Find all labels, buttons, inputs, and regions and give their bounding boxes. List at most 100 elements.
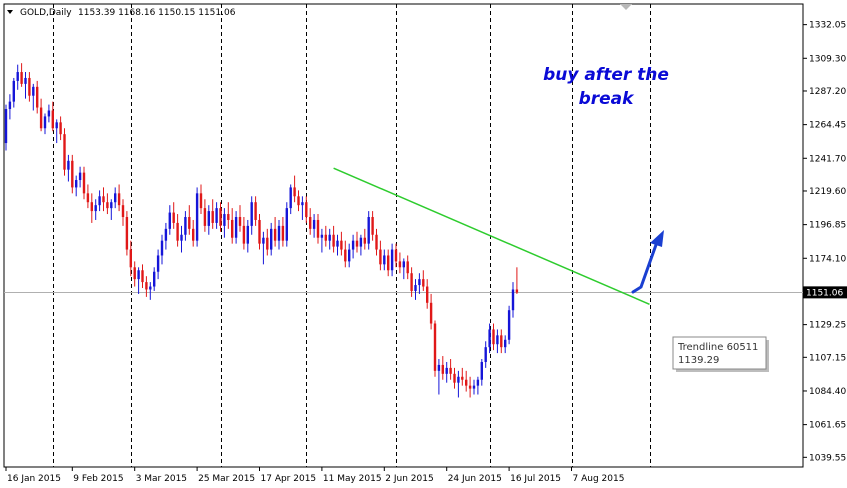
candle-body — [156, 255, 160, 272]
candle — [39, 98, 43, 132]
candle — [441, 356, 444, 380]
candle-body — [496, 335, 499, 345]
shift-marker-icon[interactable] — [620, 4, 632, 10]
candle-body — [375, 234, 378, 250]
current-price-tag: 1151.06 — [803, 286, 847, 299]
candle — [242, 217, 246, 250]
candle — [379, 240, 382, 271]
candle-body — [468, 385, 472, 389]
candle — [488, 323, 491, 354]
candle — [511, 282, 515, 318]
candle-body — [145, 282, 148, 290]
tooltip-value: 1139.29 — [678, 355, 719, 366]
candle — [363, 228, 366, 250]
y-tick-label: 1332.05 — [809, 21, 846, 31]
candle-body — [426, 286, 429, 303]
y-tick-label: 1264.45 — [809, 121, 846, 131]
candle — [289, 184, 292, 215]
candle-body — [4, 109, 8, 144]
x-tick-label: 11 May 2015 — [323, 474, 382, 484]
candle-body — [207, 211, 210, 226]
candle — [254, 196, 257, 226]
candle — [211, 199, 214, 229]
x-tick-label: 17 Apr 2015 — [261, 474, 317, 484]
candle-body — [114, 193, 117, 203]
candle-body — [121, 205, 125, 218]
candle — [149, 282, 152, 300]
candle — [199, 184, 203, 215]
candle — [51, 101, 54, 132]
candle-body — [219, 208, 222, 226]
breakout-arrow[interactable] — [631, 230, 664, 294]
candle — [496, 329, 499, 354]
candle — [262, 231, 265, 265]
candle-body — [336, 240, 339, 247]
candle-body — [98, 196, 101, 206]
candle — [94, 199, 97, 220]
annotation-text[interactable]: buy after the break — [543, 65, 669, 109]
candle-body — [59, 122, 62, 135]
tooltip-box — [672, 336, 767, 370]
candle-body — [199, 193, 203, 209]
annotation-line-2: break — [579, 89, 636, 109]
price-axis: 1332.05 1309.30 1287.20 1264.45 1241.70 1219.… — [803, 21, 846, 463]
candle-body — [164, 228, 168, 241]
x-tick-label: 25 Mar 2015 — [198, 474, 255, 484]
candle — [246, 219, 249, 253]
arrow-up-icon — [650, 230, 664, 247]
candle-body — [351, 240, 355, 250]
candle — [110, 199, 113, 220]
candle — [8, 94, 12, 120]
candle-body — [507, 310, 511, 340]
candle-body — [465, 379, 468, 386]
candle-body — [312, 219, 316, 229]
candle — [472, 379, 476, 395]
candle — [114, 187, 117, 209]
candle — [336, 234, 339, 256]
candle — [145, 276, 148, 297]
candle — [355, 231, 359, 253]
candle-body — [125, 217, 129, 250]
dropdown-arrow-icon[interactable] — [7, 10, 13, 14]
candle-body — [414, 285, 417, 291]
candle-body — [242, 225, 246, 244]
candle — [281, 217, 285, 247]
candle — [309, 208, 312, 235]
candle-body — [379, 249, 382, 265]
candle — [332, 225, 335, 253]
candle-body — [28, 77, 31, 96]
candle — [297, 190, 300, 212]
candle-body — [176, 222, 179, 241]
candle-body — [504, 339, 507, 348]
candle — [500, 329, 503, 354]
candle — [172, 202, 175, 229]
candle — [4, 104, 8, 151]
candle-body — [488, 329, 491, 348]
candle — [121, 199, 125, 226]
candle — [398, 252, 402, 274]
arrow-shaft — [631, 240, 659, 294]
trendline[interactable] — [333, 167, 650, 305]
annotation-line-1: buy after the — [543, 65, 669, 85]
candle — [465, 370, 468, 392]
ohlc-values: 1153.39 1168.16 1150.15 1151.06 — [78, 8, 236, 18]
candle-body — [238, 217, 242, 226]
candle-body — [394, 249, 398, 262]
candle-body — [297, 196, 300, 206]
candle-body — [480, 361, 483, 380]
current-price-tag-text: 1151.06 — [806, 288, 843, 298]
candle — [351, 234, 355, 259]
candle — [164, 222, 168, 250]
candle — [231, 208, 234, 244]
candle — [125, 211, 129, 256]
candle-body — [266, 237, 269, 250]
candle — [437, 359, 441, 395]
candle-body — [398, 261, 402, 268]
candle-body — [270, 228, 273, 250]
candle — [418, 273, 421, 294]
y-tick-label: 1084.40 — [809, 387, 846, 397]
candle-body — [110, 202, 113, 209]
candle — [28, 72, 31, 102]
candle — [406, 255, 409, 280]
candle-body — [94, 205, 97, 212]
